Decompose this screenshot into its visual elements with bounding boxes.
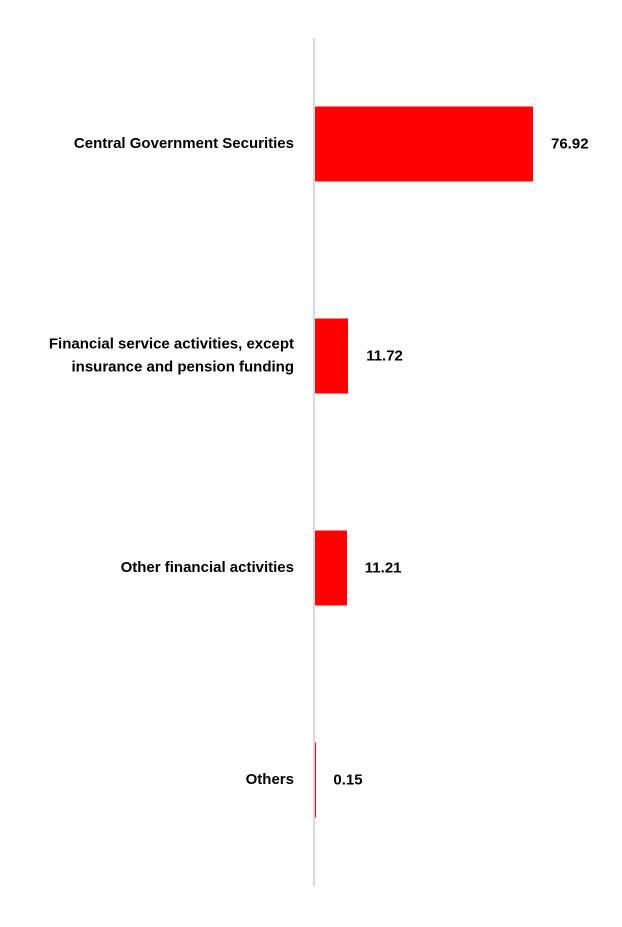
bar-row: Other financial activities 11.21 [0, 462, 622, 674]
value-label: 0.15 [333, 771, 363, 789]
bar-row: Others 0.15 [0, 674, 622, 886]
category-axis-line [313, 38, 315, 886]
value-label: 76.92 [551, 135, 589, 153]
bar [315, 530, 347, 606]
bar-group: 11.21 [315, 530, 402, 606]
bar [315, 106, 533, 182]
category-label: Central Government Securities [73, 134, 294, 152]
bar-row: Financial service activities, except ins… [0, 250, 622, 462]
category-label: Others [245, 770, 294, 788]
bar [315, 318, 349, 394]
value-label: 11.21 [364, 559, 402, 577]
value-label: 11.72 [366, 347, 403, 365]
category-label: Financial service activities, except ins… [48, 335, 294, 376]
bar-group: 11.72 [315, 318, 403, 394]
plot-area: Central Government Securities 76.92 Fina… [0, 38, 622, 886]
category-label: Other financial activities [120, 558, 294, 576]
bar-group: 76.92 [315, 106, 589, 182]
bar-row: Central Government Securities 76.92 [0, 38, 622, 250]
bar-group: 0.15 [315, 742, 363, 818]
